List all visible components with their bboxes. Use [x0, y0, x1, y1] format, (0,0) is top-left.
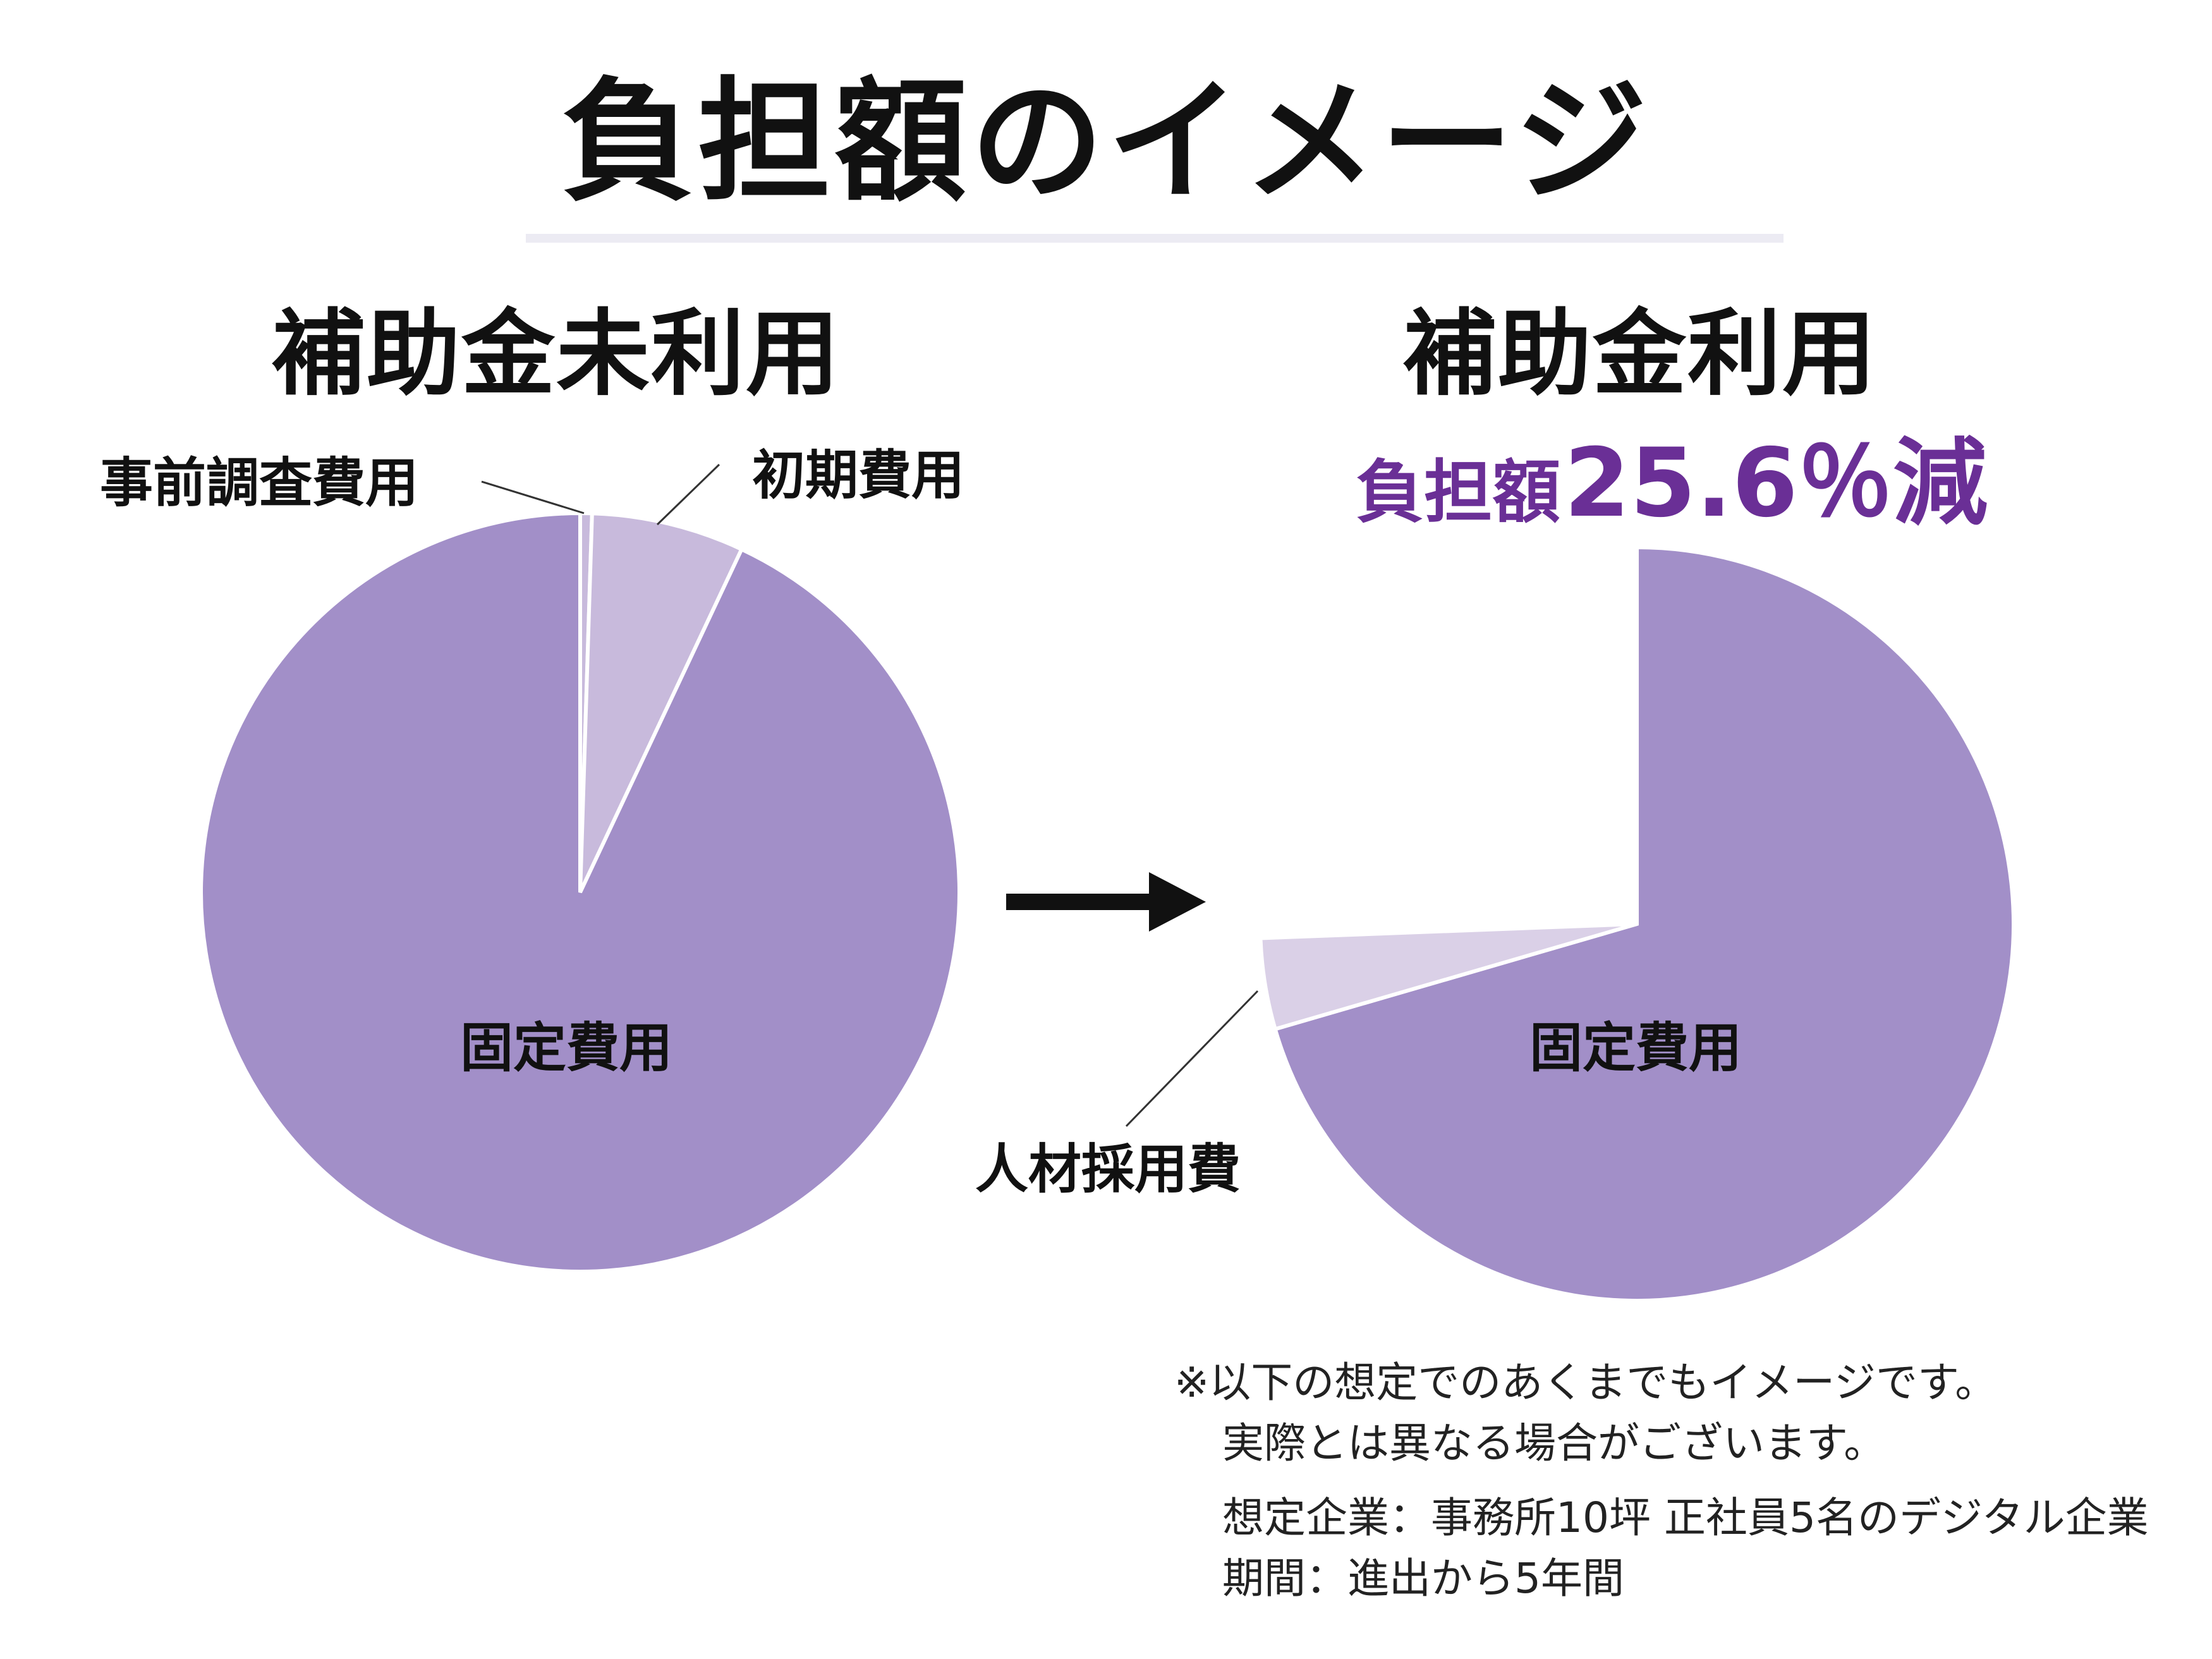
leader-line-initial [656, 463, 720, 526]
label-fixed-cost-right: 固定費用 [1529, 1017, 1742, 1079]
leader-line-recruit [1125, 990, 1259, 1127]
reduction-subtitle: 負担額 25.6％減 [1356, 436, 1988, 531]
page-title: 負担額のイメージ [561, 64, 1651, 219]
pie-slice-left-1 [578, 511, 744, 894]
label-recruit-cost: 人材採用費 [975, 1138, 1241, 1200]
label-survey-cost: 事前調査費用 [100, 452, 419, 514]
pie-slice-left-2 [199, 511, 961, 1273]
note-line-4: 期間：進出から5年間 [1222, 1554, 1624, 1603]
transition-arrow [1006, 872, 1206, 932]
pie-slice-right-1 [1258, 922, 1638, 1031]
right-pie-title: 補助金利用 [1403, 300, 1877, 408]
note-line-3: 想定企業：事務所10坪 正社員5名のデジタル企業 [1222, 1493, 2149, 1542]
pie-slice-right-0 [1272, 545, 2015, 1303]
label-initial-cost: 初期費用 [752, 444, 965, 506]
note-line-1: ※以下の想定でのあくまでもイメージです。 [1174, 1358, 1997, 1407]
leader-line-survey [481, 480, 585, 514]
note-line-2: 実際とは異なる場合がございます。 [1222, 1419, 1886, 1468]
reduction-prefix: 負担額 [1356, 453, 1561, 532]
title-underline [526, 234, 1784, 243]
left-pie-chart [199, 511, 961, 1273]
right-pie-chart [1258, 545, 2015, 1303]
label-fixed-cost-left: 固定費用 [460, 1017, 673, 1079]
footnote: ※以下の想定でのあくまでもイメージです。 実際とは異なる場合がございます。 想定… [1174, 1352, 2149, 1609]
left-pie-title: 補助金未利用 [272, 300, 841, 408]
reduction-value: 25.6％減 [1564, 428, 1988, 538]
